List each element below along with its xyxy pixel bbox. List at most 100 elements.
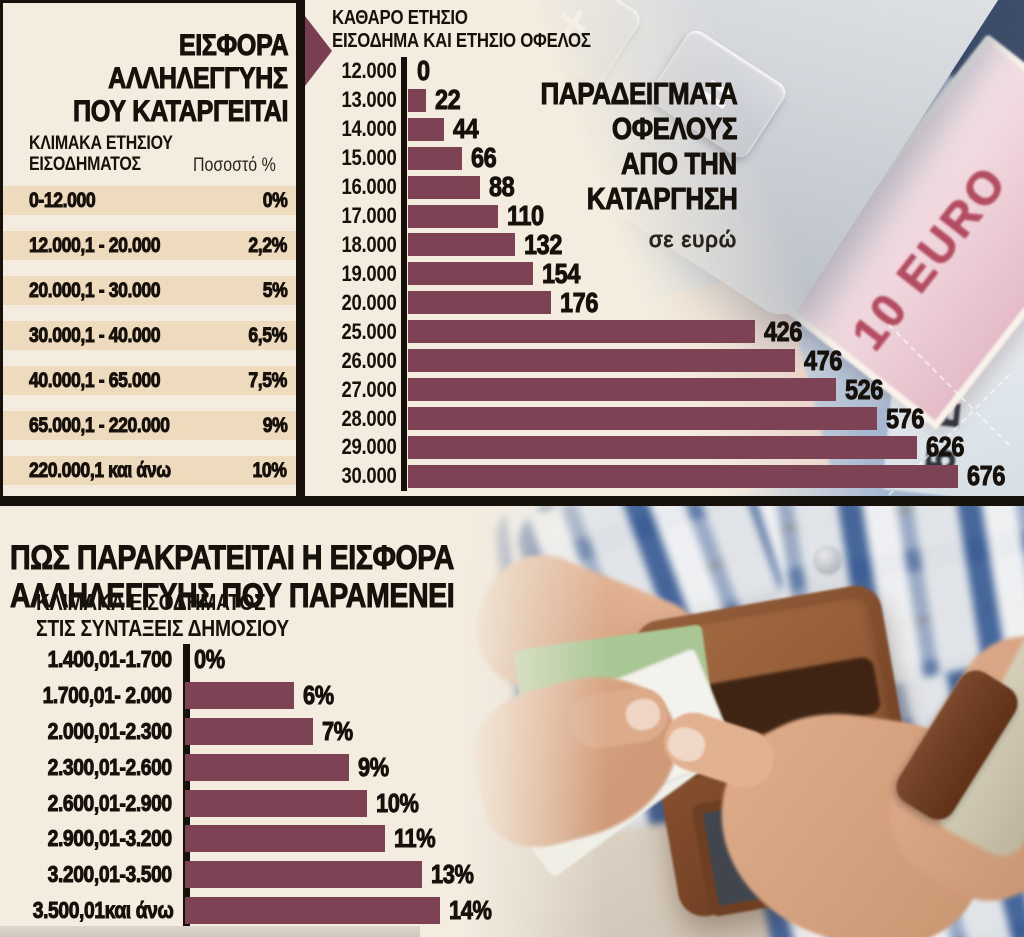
examples-title-line: ΟΦΕΛΟΥΣ (611, 111, 738, 147)
income-label: 19.000 (330, 261, 396, 287)
bottom-chart-row: 2.000,01-2.300 7% (6, 714, 666, 750)
income-label: 12.000 (330, 58, 396, 84)
rate-bar (185, 896, 440, 924)
income-bracket: 30.000,1 - 40.000 (29, 323, 161, 347)
benefit-value-text: 22 (434, 84, 461, 116)
top-chart-row: 30.000 676 (330, 460, 1024, 492)
vertical-divider (296, 0, 305, 506)
bottom-title: ΠΩΣ ΠΑΡΑΚΡΑΤΕΙΤΑΙ Η ΕΙΣΦΟΡΑ ΑΛΛΗΛΕΓΓΥΗΣ … (10, 539, 539, 616)
income-bracket: 0-12.000 (29, 188, 97, 212)
income-bracket: 20.000,1 - 30.000 (29, 278, 161, 302)
bottom-chart-row: 2.600,01-2.900 10% (6, 785, 666, 821)
top-chart-row: 12.000 0 (330, 55, 1024, 87)
top-chart-row: 17.000 110 (330, 200, 1024, 232)
rate-value: 6% (303, 680, 340, 711)
benefit-value: 476 (804, 344, 849, 377)
benefit-value: 66 (470, 142, 501, 174)
benefit-value-text: 110 (506, 200, 544, 232)
rate-value-text: 10% (376, 787, 420, 818)
bottom-chart-row: 2.900,01-3.200 11% (6, 821, 666, 857)
income-label: 27.000 (330, 377, 396, 403)
rate-value-text: 14% (449, 894, 493, 925)
column-header-line: ΕΙΣΟΔΗΜΑΤΟΣ (29, 154, 141, 175)
income-label-text: 28.000 (340, 405, 396, 431)
top-chart-row: 13.000 22 (330, 84, 1024, 116)
rate-value-text: 13% (430, 859, 474, 890)
table-row: 0-12.000 0% (3, 186, 296, 215)
photo-wallet-hands (420, 506, 1024, 937)
pension-bracket-label: 3.200,01-3.500 (6, 861, 172, 888)
top-chart-row: 19.000 154 (330, 257, 1024, 289)
benefit-value: 526 (845, 373, 890, 406)
income-label: 17.000 (330, 203, 396, 229)
pension-bracket-text: 1.700,01- 2.000 (42, 682, 173, 709)
bottom-section: ΠΩΣ ΠΑΡΑΚΡΑΤΕΙΤΑΙ Η ΕΙΣΦΟΡΑ ΑΛΛΗΛΕΓΓΥΗΣ … (0, 506, 1024, 937)
benefit-bar (408, 88, 426, 112)
column-header-line: ΚΛΙΜΑΚΑ ΕΤΗΣΙΟΥ (29, 133, 173, 154)
examples-title: ΠΑΡΑΔΕΙΓΜΑΤΑ ΟΦΕΛΟΥΣ ΑΠΟ ΤΗΝ ΚΑΤΑΡΓΗΣΗ σ… (437, 76, 738, 257)
benefit-bar (408, 175, 480, 199)
top-chart-row: 20.000 176 (330, 286, 1024, 318)
income-bracket: 12.000,1 - 20.000 (29, 233, 161, 257)
benefit-bar (408, 464, 958, 488)
benefit-value-text: 44 (452, 113, 479, 145)
income-label: 20.000 (330, 290, 396, 316)
bottom-chart-row: 1.700,01- 2.000 6% (6, 678, 666, 714)
income-label: 14.000 (330, 116, 396, 142)
income-label: 15.000 (330, 145, 396, 171)
pension-bracket-label: 2.600,01-2.900 (6, 789, 172, 817)
rate-value-text: 9% (357, 751, 389, 782)
pension-bracket-text: 3.200,01-3.500 (47, 861, 172, 888)
rate-bar (185, 682, 295, 710)
income-bracket: 40.000,1 - 65.000 (29, 368, 161, 392)
pension-levy-bar-chart: 1.400,01-1.700 0% 1.700,01- 2.000 6% 2.000,0… (6, 642, 666, 930)
income-label: 28.000 (330, 406, 396, 432)
rate-value: 13% (430, 859, 482, 890)
income-label: 26.000 (330, 348, 396, 374)
benefit-bar (408, 349, 796, 373)
benefit-value: 626 (926, 431, 971, 463)
pension-bracket-label: 3.500,01και άνω (6, 896, 174, 924)
top-chart-row: 16.000 88 (330, 171, 1024, 203)
tax-bracket-table: 0-12.000 0% 12.000,1 - 20.000 2,2% 20.000,1 … (3, 186, 296, 501)
benefit-value: 88 (488, 171, 519, 203)
benefit-bar (408, 233, 516, 257)
benefit-bar-chart: 12.000 0 13.000 22 14.000 44 15.000 66 16.000 88 1… (330, 55, 1024, 492)
income-label-text: 20.000 (340, 289, 396, 315)
pension-bracket-label: 2.000,01-2.300 (6, 717, 172, 745)
tax-rate: 2,2% (248, 233, 288, 257)
tax-rate: 9% (262, 413, 288, 437)
rate-value: 7% (321, 715, 359, 747)
benefit-bar (408, 146, 462, 170)
benefit-value-text: 526 (845, 373, 884, 405)
top-chart-row: 29.000 626 (330, 431, 1024, 463)
rate-value-text: 0% (194, 644, 226, 675)
panel-title-line: ΑΛΛΗΛΕΓΓΥΗΣ (108, 62, 289, 96)
rate-bar (185, 789, 368, 817)
income-label: 16.000 (330, 174, 396, 200)
table-row: 12.000,1 - 20.000 2,2% (3, 231, 296, 260)
rate-bar (185, 861, 422, 889)
benefit-value-text: 176 (560, 286, 599, 318)
bottom-title-line: ΠΩΣ ΠΑΡΑΚΡΑΤΕΙΤΑΙ Η ΕΙΣΦΟΡΑ (10, 539, 455, 578)
bottom-chart-row: 3.200,01-3.500 13% (6, 857, 666, 893)
tax-rate: 10% (252, 458, 288, 482)
pension-bracket-text: 2.000,01-2.300 (47, 717, 172, 744)
pension-bracket-label: 2.300,01-2.600 (6, 753, 172, 781)
income-label-text: 13.000 (340, 87, 396, 113)
table-row: 65.000,1 - 220.000 9% (3, 411, 296, 440)
top-chart-title-line: ΕΙΣΟΔΗΜΑ ΚΑΙ ΕΤΗΣΙΟ ΟΦΕΛΟΣ (332, 30, 591, 52)
benefit-value: 426 (763, 315, 809, 348)
bottom-title-line: ΑΛΛΗΛΕΓΓΥΗΣ ΠΟΥ ΠΑΡΑΜΕΝΕΙ (10, 577, 456, 616)
tax-rate: 7,5% (248, 368, 288, 392)
pension-bracket-label: 2.900,01-3.200 (6, 825, 172, 852)
pension-bracket-text: 3.500,01και άνω (32, 896, 174, 923)
table-column-header-rate: Ποσοστό % (193, 155, 292, 177)
pension-bracket-text: 1.400,01-1.700 (47, 646, 172, 673)
rate-bar (185, 753, 349, 781)
income-bracket: 220.000,1 και άνω (29, 458, 172, 482)
pension-bracket-label: 1.700,01- 2.000 (6, 682, 173, 709)
top-chart-axis (401, 57, 407, 491)
examples-title-line: ΑΠΟ ΤΗΝ (621, 146, 738, 182)
